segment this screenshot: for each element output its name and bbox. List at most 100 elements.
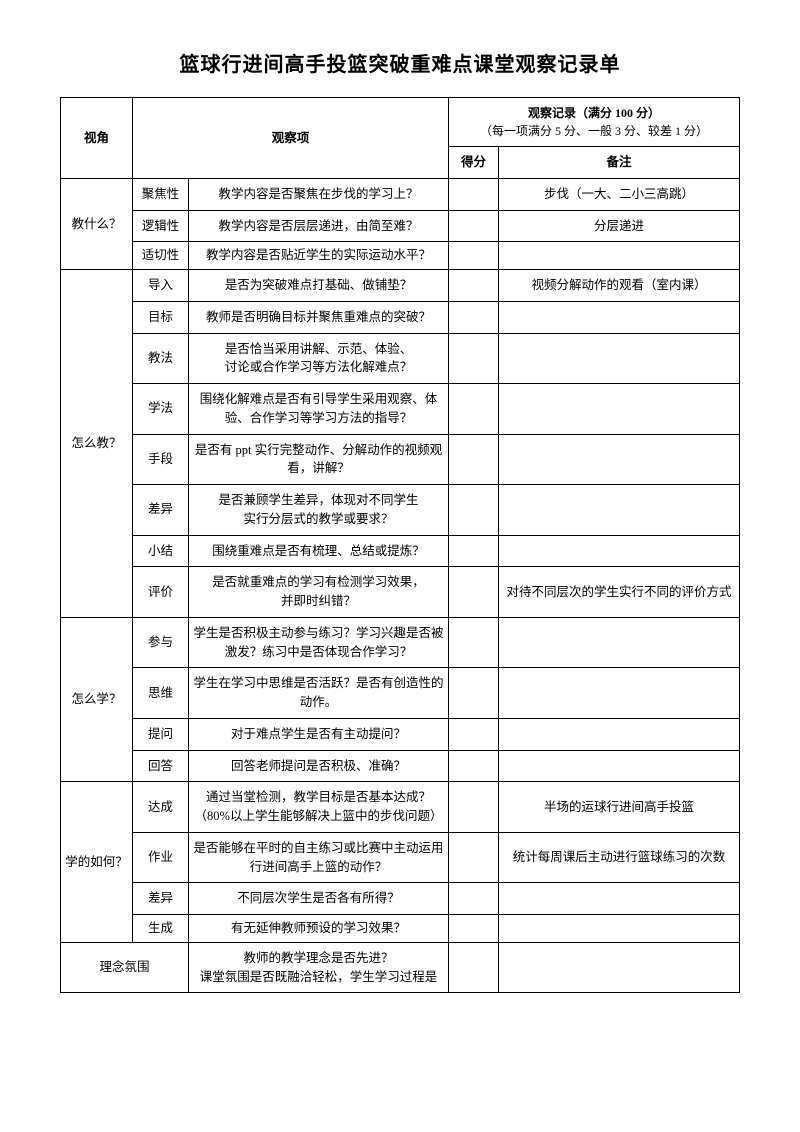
row-score[interactable] bbox=[449, 832, 499, 883]
table-row: 学的如何？ 达成 通过当堂检测，教学目标是否基本达成？（80%以上学生能够解决上… bbox=[61, 782, 740, 833]
row-note bbox=[499, 617, 740, 668]
row-note bbox=[499, 883, 740, 915]
row-score[interactable] bbox=[449, 242, 499, 270]
row-item: 小结 bbox=[133, 535, 189, 567]
section-label: 学的如何？ bbox=[61, 782, 133, 943]
row-score[interactable] bbox=[449, 301, 499, 333]
row-score[interactable] bbox=[449, 210, 499, 242]
table-row: 教什么？ 聚焦性 教学内容是否聚焦在步伐的学习上？ 步伐（一大、二小三高跳） bbox=[61, 178, 740, 210]
row-desc: 有无延伸教师预设的学习效果？ bbox=[189, 915, 449, 943]
row-item: 评价 bbox=[133, 567, 189, 618]
row-desc: 教学内容是否聚焦在步伐的学习上？ bbox=[189, 178, 449, 210]
table-row: 目标 教师是否明确目标并聚焦重难点的突破？ bbox=[61, 301, 740, 333]
row-score[interactable] bbox=[449, 434, 499, 485]
table-row: 怎么教？ 导入 是否为突破难点打基础、做铺垫？ 视频分解动作的观看（室内课） bbox=[61, 270, 740, 302]
row-note bbox=[499, 668, 740, 719]
row-desc: 是否就重难点的学习有检测学习效果，并即时纠错？ bbox=[189, 567, 449, 618]
hdr-record-top: 观察记录（满分 100 分） bbox=[528, 106, 660, 120]
observation-table: 视角 观察项 观察记录（满分 100 分） （每一项满分 5 分、一般 3 分、… bbox=[60, 97, 740, 993]
row-item: 聚焦性 bbox=[133, 178, 189, 210]
row-note: 视频分解动作的观看（室内课） bbox=[499, 270, 740, 302]
row-note bbox=[499, 915, 740, 943]
table-row: 手段 是否有 ppt 实行完整动作、分解动作的视频观看，讲解？ bbox=[61, 434, 740, 485]
row-score[interactable] bbox=[449, 485, 499, 536]
table-row: 小结 围绕重难点是否有梳理、总结或提炼？ bbox=[61, 535, 740, 567]
row-item: 回答 bbox=[133, 750, 189, 782]
hdr-item: 观察项 bbox=[133, 98, 449, 179]
row-desc: 是否恰当采用讲解、示范、体验、讨论或合作学习等方法化解难点？ bbox=[189, 333, 449, 384]
row-score[interactable] bbox=[449, 782, 499, 833]
table-row: 教法 是否恰当采用讲解、示范、体验、讨论或合作学习等方法化解难点？ bbox=[61, 333, 740, 384]
row-desc: 教师是否明确目标并聚焦重难点的突破？ bbox=[189, 301, 449, 333]
row-note: 对待不同层次的学生实行不同的评价方式 bbox=[499, 567, 740, 618]
table-row: 作业 是否能够在平时的自主练习或比赛中主动运用行进间高手上篮的动作？ 统计每周课… bbox=[61, 832, 740, 883]
footer-row: 理念氛围 教师的教学理念是否先进？课堂氛围是否既融洽轻松，学生学习过程是 bbox=[61, 942, 740, 993]
row-score[interactable] bbox=[449, 750, 499, 782]
footer-score[interactable] bbox=[449, 942, 499, 993]
row-note bbox=[499, 434, 740, 485]
row-item: 手段 bbox=[133, 434, 189, 485]
row-desc: 围绕化解难点是否有引导学生采用观察、体验、合作学习等学习方法的指导？ bbox=[189, 384, 449, 435]
row-score[interactable] bbox=[449, 535, 499, 567]
hdr-score: 得分 bbox=[449, 147, 499, 179]
row-item: 生成 bbox=[133, 915, 189, 943]
row-desc: 学生在学习中思维是否活跃？是否有创造性的动作。 bbox=[189, 668, 449, 719]
table-row: 差异 不同层次学生是否各有所得？ bbox=[61, 883, 740, 915]
row-score[interactable] bbox=[449, 718, 499, 750]
row-score[interactable] bbox=[449, 384, 499, 435]
row-note bbox=[499, 485, 740, 536]
row-item: 提问 bbox=[133, 718, 189, 750]
row-desc: 是否为突破难点打基础、做铺垫？ bbox=[189, 270, 449, 302]
row-desc: 围绕重难点是否有梳理、总结或提炼？ bbox=[189, 535, 449, 567]
table-row: 怎么学？ 参与 学生是否积极主动参与练习？学习兴趣是否被激发？练习中是否体现合作… bbox=[61, 617, 740, 668]
row-item: 逻辑性 bbox=[133, 210, 189, 242]
row-note bbox=[499, 384, 740, 435]
row-note: 分层递进 bbox=[499, 210, 740, 242]
row-desc: 不同层次学生是否各有所得？ bbox=[189, 883, 449, 915]
row-note bbox=[499, 242, 740, 270]
row-score[interactable] bbox=[449, 915, 499, 943]
row-item: 思维 bbox=[133, 668, 189, 719]
footer-label: 理念氛围 bbox=[61, 942, 189, 993]
row-desc: 教学内容是否贴近学生的实际运动水平？ bbox=[189, 242, 449, 270]
row-note bbox=[499, 718, 740, 750]
section-label: 怎么教？ bbox=[61, 270, 133, 618]
footer-desc: 教师的教学理念是否先进？课堂氛围是否既融洽轻松，学生学习过程是 bbox=[189, 942, 449, 993]
row-item: 作业 bbox=[133, 832, 189, 883]
row-item: 参与 bbox=[133, 617, 189, 668]
row-note: 统计每周课后主动进行篮球练习的次数 bbox=[499, 832, 740, 883]
row-item: 达成 bbox=[133, 782, 189, 833]
row-score[interactable] bbox=[449, 668, 499, 719]
row-item: 适切性 bbox=[133, 242, 189, 270]
row-item: 差异 bbox=[133, 485, 189, 536]
row-score[interactable] bbox=[449, 333, 499, 384]
table-row: 回答 回答老师提问是否积极、准确？ bbox=[61, 750, 740, 782]
table-row: 提问 对于难点学生是否有主动提问？ bbox=[61, 718, 740, 750]
section-label: 怎么学？ bbox=[61, 617, 133, 782]
row-desc: 是否能够在平时的自主练习或比赛中主动运用行进间高手上篮的动作？ bbox=[189, 832, 449, 883]
table-row: 评价 是否就重难点的学习有检测学习效果，并即时纠错？ 对待不同层次的学生实行不同… bbox=[61, 567, 740, 618]
footer-note bbox=[499, 942, 740, 993]
row-score[interactable] bbox=[449, 178, 499, 210]
row-score[interactable] bbox=[449, 270, 499, 302]
hdr-record-sub: （每一项满分 5 分、一般 3 分、较差 1 分） bbox=[480, 124, 708, 138]
row-note bbox=[499, 535, 740, 567]
hdr-note: 备注 bbox=[499, 147, 740, 179]
table-row: 逻辑性 教学内容是否层层递进，由简至难？ 分层递进 bbox=[61, 210, 740, 242]
row-desc: 对于难点学生是否有主动提问？ bbox=[189, 718, 449, 750]
row-score[interactable] bbox=[449, 617, 499, 668]
hdr-perspective: 视角 bbox=[61, 98, 133, 179]
row-score[interactable] bbox=[449, 883, 499, 915]
row-note bbox=[499, 333, 740, 384]
row-item: 导入 bbox=[133, 270, 189, 302]
row-note bbox=[499, 750, 740, 782]
table-row: 生成 有无延伸教师预设的学习效果？ bbox=[61, 915, 740, 943]
row-note: 步伐（一大、二小三高跳） bbox=[499, 178, 740, 210]
row-desc: 回答老师提问是否积极、准确？ bbox=[189, 750, 449, 782]
row-item: 差异 bbox=[133, 883, 189, 915]
hdr-record: 观察记录（满分 100 分） （每一项满分 5 分、一般 3 分、较差 1 分） bbox=[449, 98, 740, 147]
row-desc: 是否兼顾学生差异，体现对不同学生实行分层式的教学或要求？ bbox=[189, 485, 449, 536]
header-row-1: 视角 观察项 观察记录（满分 100 分） （每一项满分 5 分、一般 3 分、… bbox=[61, 98, 740, 147]
row-item: 教法 bbox=[133, 333, 189, 384]
row-score[interactable] bbox=[449, 567, 499, 618]
